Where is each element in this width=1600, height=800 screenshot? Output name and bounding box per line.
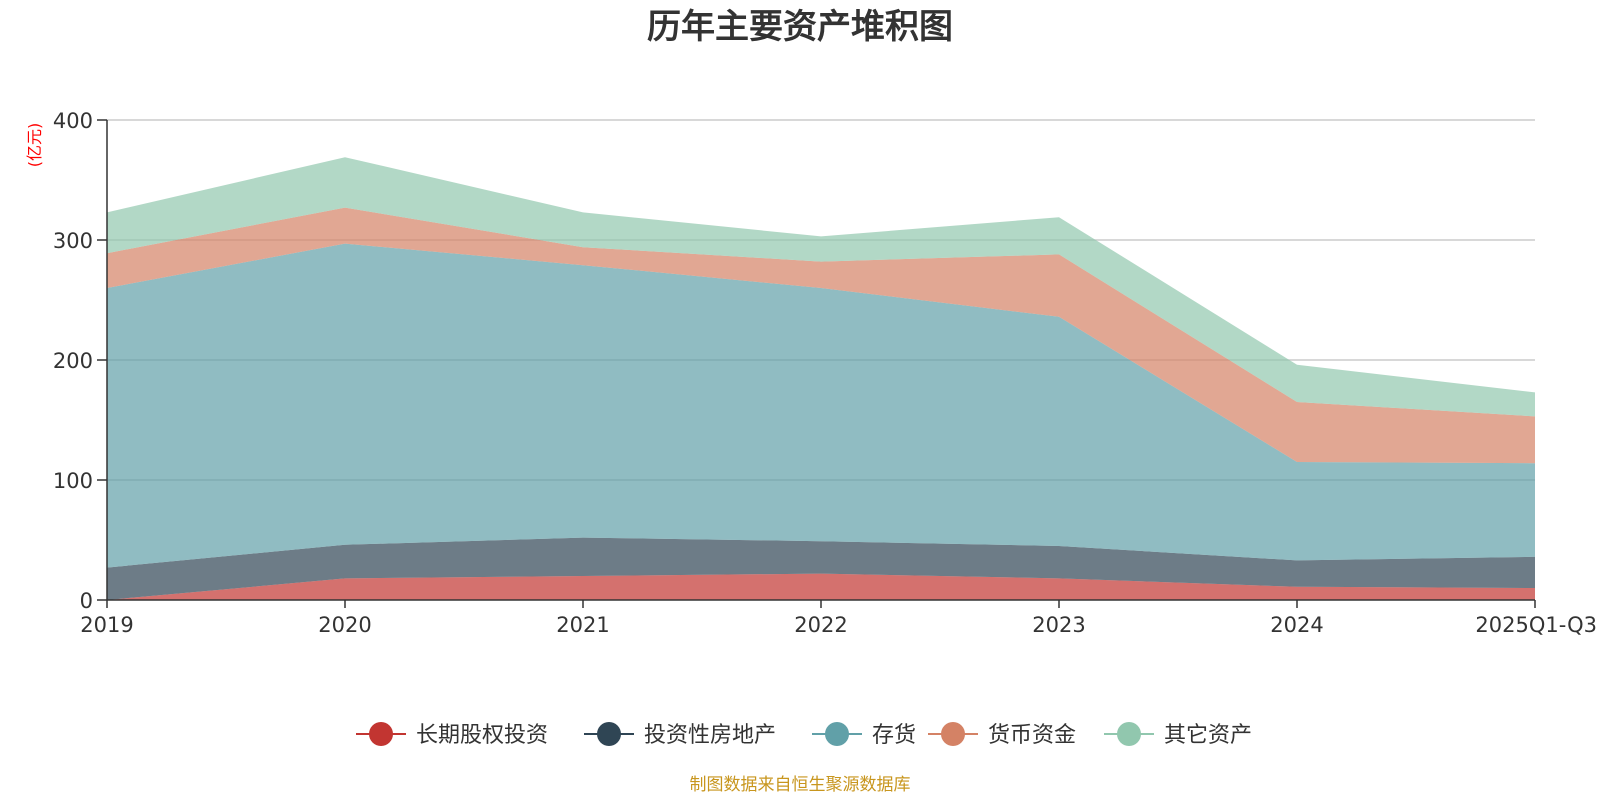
legend-circle-marker (597, 722, 621, 746)
legend-item-4[interactable]: 货币资金 (928, 722, 1076, 748)
y-axis-unit-label: (亿元) (25, 123, 44, 168)
y-tick-label: 400 (53, 109, 93, 133)
y-tick-label: 200 (53, 349, 93, 373)
x-tick-label: 2022 (794, 613, 847, 637)
area-series-3 (107, 243, 1535, 568)
area-series-1 (107, 573, 1535, 600)
legend-circle-marker (825, 722, 849, 746)
data-source-note: 制图数据来自恒生聚源数据库 (690, 775, 911, 795)
y-tick-label: 100 (53, 469, 93, 493)
legend-circle-marker (941, 722, 965, 746)
legend-label: 存货 (872, 723, 916, 748)
x-tick-label: 2023 (1032, 613, 1085, 637)
area-series-group (107, 157, 1535, 600)
legend-item-5[interactable]: 其它资产 (1104, 722, 1252, 748)
legend-circle-marker (369, 722, 393, 746)
legend-label: 投资性房地产 (644, 723, 776, 748)
y-tick-label: 0 (80, 589, 93, 613)
axes: 0 100 200 300 400 2019 2020 2021 2022 2023 2024 202… (53, 109, 1597, 637)
x-tick-label: 2024 (1270, 613, 1323, 637)
legend-label: 其它资产 (1164, 723, 1252, 748)
legend-item-2[interactable]: 投资性房地产 (584, 722, 776, 748)
legend-item-3[interactable]: 存货 (812, 722, 916, 748)
legend-label: 货币资金 (988, 723, 1076, 748)
legend[interactable]: 长期股权投资 投资性房地产 存货 货币资金 其它资产 (356, 722, 1252, 748)
chart-title: 历年主要资产堆积图 (647, 7, 953, 47)
area-series-4 (107, 207, 1535, 464)
legend-item-1[interactable]: 长期股权投资 (356, 722, 548, 748)
x-tick-label: 2020 (318, 613, 371, 637)
legend-label: 长期股权投资 (416, 723, 548, 748)
x-tick-label: 2019 (80, 613, 133, 637)
area-series-2 (107, 537, 1535, 600)
x-tick-label: 2021 (556, 613, 609, 637)
y-tick-label: 300 (53, 229, 93, 253)
legend-circle-marker (1117, 722, 1141, 746)
x-tick-label: 2025Q1-Q3 (1475, 613, 1597, 637)
area-series-5 (107, 157, 1535, 417)
